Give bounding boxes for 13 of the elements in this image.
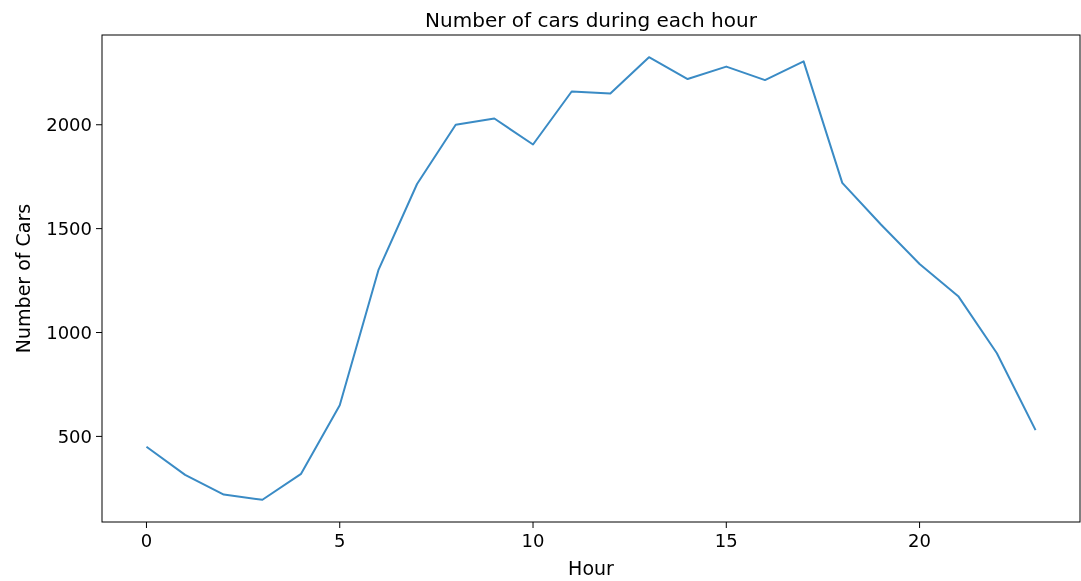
chart-title: Number of cars during each hour xyxy=(425,8,758,32)
x-tick-label: 10 xyxy=(521,530,545,551)
x-tick-label: 5 xyxy=(334,530,346,551)
y-tick-label: 1500 xyxy=(46,217,92,239)
y-tick-label: 500 xyxy=(57,425,92,447)
y-tick-label: 1000 xyxy=(46,321,92,343)
x-tick-label: 20 xyxy=(908,530,932,551)
y-axis-title: Number of Cars xyxy=(12,203,34,354)
line-series xyxy=(145,56,1037,501)
x-axis-title: Hour xyxy=(568,557,615,579)
x-tick-label: 15 xyxy=(714,530,738,551)
y-tick-label: 2000 xyxy=(46,114,92,136)
x-tick-label: 0 xyxy=(140,530,153,551)
